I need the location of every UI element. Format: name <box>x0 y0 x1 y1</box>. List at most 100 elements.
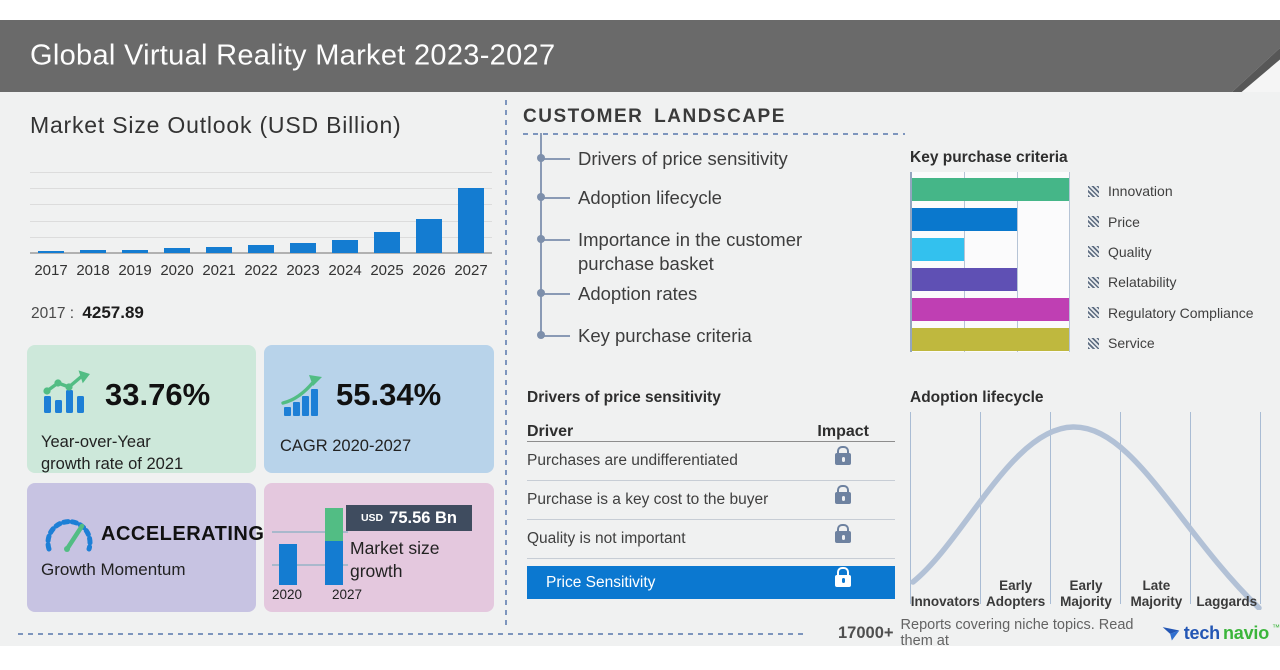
year-tick-label: 2027 <box>454 262 488 279</box>
stage-divider-line <box>1260 412 1261 604</box>
page-title: Global Virtual Reality Market 2023-2027 <box>30 39 556 72</box>
year-tick-label: 2024 <box>328 262 362 279</box>
badge-amount: 75.56 Bn <box>389 508 458 527</box>
adoption-lifecycle-chart: Innovators Early Adopters Early Majority Late… <box>910 412 1262 610</box>
year-tick-label: 2018 <box>76 262 110 279</box>
year-tick-label: 2019 <box>118 262 152 279</box>
report-count: 17000+ <box>838 623 894 642</box>
callout-2017-value: 2017 : 4257.89 <box>31 303 144 323</box>
stage-divider-line <box>1190 412 1191 604</box>
market-bar <box>122 249 148 253</box>
growth-end-year: 2027 <box>331 587 362 602</box>
landscape-item: Importance in the customer purchase bask… <box>536 228 868 276</box>
landscape-item: Drivers of price sensitivity <box>536 147 868 171</box>
legend-item: Quality <box>1088 237 1254 267</box>
market-bar-group <box>114 249 156 253</box>
legend-item: Price <box>1088 206 1254 236</box>
gridline <box>30 172 492 173</box>
technavio-logo[interactable]: tech navio ™ <box>1161 623 1280 644</box>
market-bar <box>248 245 274 253</box>
criteria-bar <box>912 268 1017 291</box>
landscape-item: Adoption lifecycle <box>536 186 868 210</box>
criteria-bar <box>912 238 965 261</box>
customer-landscape-underline <box>523 133 905 135</box>
stage-label-line: Majority <box>1130 594 1183 609</box>
criteria-bar <box>912 298 1069 321</box>
table-header-row: Driver Impact <box>527 418 895 442</box>
mini-bar-2020 <box>279 544 297 585</box>
stage-divider-line <box>1050 412 1051 604</box>
growth-amount-badge: USD 75.56 Bn <box>346 505 472 531</box>
year-tick-label: 2020 <box>160 262 194 279</box>
market-bar <box>80 249 106 253</box>
market-bar <box>416 219 442 253</box>
tree-trunk-line <box>540 133 542 335</box>
yoy-label-line2: growth rate of 2021 <box>41 455 184 473</box>
key-purchase-criteria-chart <box>910 172 1070 352</box>
criteria-bar <box>912 208 1017 231</box>
footer-dashed-line <box>18 633 808 635</box>
legend-marker-icon <box>1088 337 1099 349</box>
legend-marker-icon <box>1088 276 1099 288</box>
legend-item: Regulatory Compliance <box>1088 298 1254 328</box>
stage-label-line: Laggards <box>1196 594 1258 609</box>
criteria-bar-row <box>912 328 1069 351</box>
year-tick-label: 2023 <box>286 262 320 279</box>
criteria-bar <box>912 328 1069 351</box>
gridline <box>964 172 965 352</box>
momentum-label: Growth Momentum <box>41 560 186 579</box>
legend-marker-icon <box>1088 216 1099 228</box>
market-bar-group <box>156 247 198 253</box>
market-size-bars <box>30 172 492 253</box>
adoption-lifecycle-title: Adoption lifecycle <box>910 389 1044 406</box>
stage-divider-line <box>980 412 981 604</box>
yoy-label-line1: Year-over-Year <box>41 433 151 451</box>
driver-label: Quality is not important <box>527 530 686 547</box>
growth-start-year: 2020 <box>272 587 303 602</box>
badge-currency: USD <box>360 512 384 524</box>
market-bar-group <box>408 219 450 253</box>
logo-text-tech: tech <box>1183 622 1220 643</box>
market-bar-group <box>72 249 114 253</box>
footer-message: Reports covering niche topics. Read them… <box>900 617 1134 649</box>
driver-label: Purchases are undifferentiated <box>527 452 738 469</box>
x-axis-baseline <box>30 252 492 254</box>
lifecycle-stage-label: Innovators <box>910 578 980 610</box>
landscape-item: Key purchase criteria <box>536 324 868 348</box>
market-size-growth-card: USD 75.56 Bn Market size growth 2020 202… <box>264 483 494 612</box>
gridline <box>30 220 492 222</box>
impact-cell <box>835 567 895 592</box>
callout-value: 4257.89 <box>82 303 144 322</box>
growth-mini-years: 2020 2027 <box>272 587 362 602</box>
lock-icon <box>835 567 851 587</box>
gridline <box>1017 172 1018 352</box>
market-bar-group <box>450 188 492 253</box>
stage-divider-line <box>910 412 911 604</box>
stage-label-line: Innovators <box>910 594 980 609</box>
legend-item: Service <box>1088 328 1254 358</box>
callout-year: 2017 <box>31 305 66 322</box>
growth-arrow-icon <box>281 375 322 416</box>
impact-cell <box>835 445 895 470</box>
legend-item: Relatability <box>1088 267 1254 297</box>
market-bar-group <box>240 245 282 253</box>
customer-landscape-title: CUSTOMER LANDSCAPE <box>523 106 786 127</box>
lock-icon <box>835 484 851 504</box>
trademark-symbol: ™ <box>1272 622 1280 632</box>
market-bar-group <box>30 251 72 253</box>
market-bar <box>164 247 190 253</box>
criteria-bar <box>912 178 1069 201</box>
price-driver-row: Quality is not important <box>527 520 895 559</box>
lock-icon <box>835 523 851 543</box>
stage-label-line: Majority <box>1060 594 1112 609</box>
gridline <box>30 204 492 206</box>
mini-gridline <box>272 564 348 566</box>
legend-label: Service <box>1108 335 1155 352</box>
yoy-growth-card: 33.76% Year-over-Year growth rate of 202… <box>27 345 256 473</box>
criteria-bar-row <box>912 298 1069 321</box>
market-bar <box>332 240 358 253</box>
lifecycle-stage-label: Early Majority <box>1051 578 1121 610</box>
market-bar-group <box>324 240 366 253</box>
size-growth-line1: Market size <box>350 538 440 558</box>
